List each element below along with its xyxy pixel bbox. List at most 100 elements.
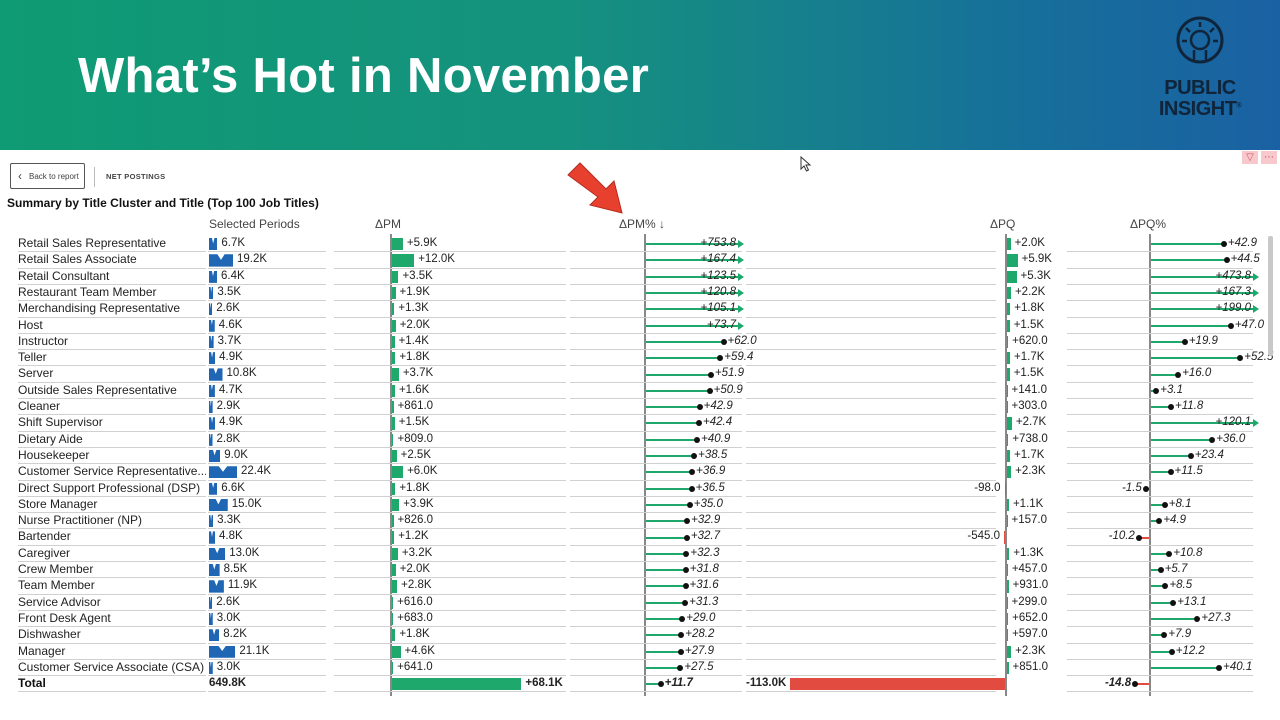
dpq-bar — [1007, 564, 1008, 577]
dpq-pct-value: +8.1 — [1168, 497, 1192, 510]
row-divider — [334, 642, 566, 644]
back-to-report-button[interactable]: ‹ Back to report — [10, 163, 85, 189]
dpq-pct-line — [1151, 373, 1179, 376]
dpm-bar — [392, 254, 415, 267]
row-divider — [208, 642, 326, 644]
table-row-label[interactable]: Teller — [18, 350, 47, 365]
table-row-label[interactable]: Restaurant Team Member — [18, 284, 157, 299]
selected-periods-bar — [209, 629, 220, 642]
row-divider — [208, 577, 326, 579]
dpm-value: +68.1K — [525, 677, 563, 690]
dpq-value: +1.8K — [1014, 302, 1045, 315]
row-divider — [334, 512, 566, 514]
dpm-value: +2.5K — [400, 448, 431, 461]
row-divider — [18, 430, 206, 432]
table-row-label[interactable]: Service Advisor — [18, 594, 101, 609]
selected-periods-bar — [209, 286, 214, 300]
table-row-label[interactable]: Crew Member — [18, 562, 94, 576]
dpq-pct-line — [1151, 438, 1213, 441]
table-row-label[interactable]: Customer Service Associate (CSA) — [18, 659, 205, 674]
row-divider — [208, 691, 326, 693]
table-row-label[interactable]: Dishwasher — [18, 627, 81, 642]
table-row-label[interactable]: Customer Service Representative... — [18, 464, 206, 479]
table-row-label[interactable]: Retail Sales Associate — [18, 252, 137, 267]
dpm-pct-value: +31.8 — [689, 563, 719, 575]
selected-periods-value: 9.0K — [224, 448, 248, 461]
table-row-label[interactable]: Manager — [18, 643, 66, 658]
dpm-pct-value: +123.5 — [700, 269, 737, 282]
dpm-pct-dot — [679, 616, 686, 623]
selected-periods-value: 4.7K — [218, 383, 243, 396]
dpq-pct-value: +27.3 — [1201, 611, 1231, 624]
column-header-dpm-pct[interactable]: ΔPM% ↓ — [619, 217, 666, 231]
table-row-label[interactable]: Outside Sales Representative — [18, 382, 177, 397]
selected-periods-value: 3.3K — [217, 514, 241, 527]
dpq-value: +652.0 — [1012, 611, 1048, 624]
dpq-pct-value: -14.8 — [1104, 677, 1132, 690]
vertical-scrollbar[interactable] — [1268, 236, 1273, 356]
dpm-bar — [392, 466, 404, 479]
row-divider — [18, 512, 206, 514]
row-divider — [18, 316, 206, 318]
dpq-bar — [1007, 335, 1009, 349]
dpm-pct-dot — [683, 534, 690, 541]
table-row-label[interactable]: Caregiver — [18, 545, 71, 560]
table-row-label[interactable]: Merchandising Representative — [18, 301, 181, 316]
selected-periods-value: 4.6K — [218, 318, 243, 331]
row-divider — [18, 658, 206, 660]
dpq-bar-negative — [1004, 482, 1005, 495]
table-row-label[interactable]: Instructor — [18, 333, 69, 348]
table-row-label[interactable]: Host — [18, 317, 43, 332]
table-row-label[interactable]: Dietary Aide — [18, 431, 83, 446]
row-divider — [570, 577, 742, 579]
dpm-pct-value: +32.9 — [691, 514, 721, 527]
selected-periods-value: 8.5K — [223, 563, 248, 575]
selected-periods-bar — [209, 433, 213, 446]
net-postings-tab[interactable]: NET POSTINGS — [106, 172, 166, 181]
table-row-label[interactable]: Bartender — [18, 529, 71, 544]
table-row-label[interactable]: Team Member — [18, 578, 95, 593]
dpm-pct-value: +42.4 — [703, 416, 733, 429]
dpq-pct-dot — [1166, 550, 1173, 557]
row-divider — [18, 626, 206, 628]
selected-periods-bar — [209, 401, 213, 414]
dpq-pct-line — [1151, 292, 1253, 295]
row-divider — [570, 430, 742, 432]
dpm-bar — [392, 303, 395, 316]
table-row-label[interactable]: Cleaner — [18, 399, 61, 413]
table-row-label[interactable]: Nurse Practitioner (NP) — [18, 513, 143, 528]
dpm-bar — [392, 449, 397, 463]
back-button-label: Back to report — [29, 171, 79, 181]
column-header-selected-periods[interactable]: Selected Periods — [209, 217, 300, 231]
column-header-dpq[interactable]: ΔPQ — [990, 217, 1016, 231]
dpq-pct-dot — [1216, 664, 1223, 671]
table-row-label[interactable]: Housekeeper — [18, 447, 90, 462]
column-header-dpq-pct[interactable]: ΔPQ% — [1130, 217, 1167, 231]
visual-title: Summary by Title Cluster and Title (Top … — [7, 196, 319, 210]
dpq-bar — [1007, 352, 1011, 365]
table-row-label[interactable]: Store Manager — [18, 496, 98, 511]
table-row-label[interactable]: Retail Sales Representative — [18, 236, 167, 250]
table-row-label[interactable]: Direct Support Professional (DSP) — [18, 480, 201, 495]
dpm-pct-value: +167.4 — [700, 253, 737, 266]
column-header-dpm[interactable]: ΔPM — [375, 217, 402, 231]
dpm-pct-line — [646, 406, 700, 409]
selected-periods-bar — [209, 661, 213, 675]
dpq-pct-dot — [1220, 241, 1227, 248]
more-options-icon[interactable]: ⋯ — [1261, 151, 1277, 164]
selected-periods-value: 649.8K — [209, 677, 247, 690]
filter-icon[interactable]: ▽ — [1242, 151, 1258, 164]
row-divider — [1067, 251, 1253, 253]
row-divider — [570, 365, 742, 367]
table-row-label[interactable]: Retail Consultant — [18, 268, 110, 283]
dpm-pct-line — [646, 683, 661, 686]
selected-periods-value: 4.9K — [219, 351, 243, 364]
dpq-value: +1.5K — [1013, 367, 1045, 380]
row-divider — [570, 495, 742, 497]
dpm-value: +1.3K — [398, 302, 429, 315]
dpm-pct-line — [646, 487, 692, 490]
table-row-label[interactable]: Front Desk Agent — [18, 610, 111, 625]
table-row-label[interactable]: Server — [18, 366, 54, 381]
table-row-label[interactable]: Shift Supervisor — [18, 415, 103, 430]
dpm-pct-value: +50.9 — [713, 383, 743, 396]
